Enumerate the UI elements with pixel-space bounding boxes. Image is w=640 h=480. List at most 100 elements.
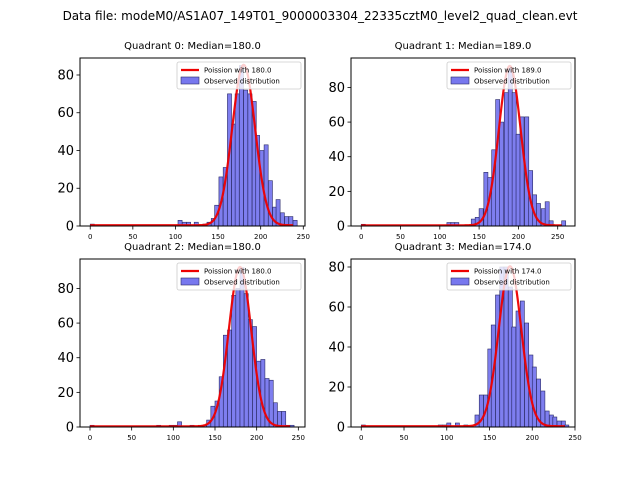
y-tick-label: 40 [328,341,345,356]
x-tick-label: 100 [433,233,446,241]
histogram-bar [483,172,489,227]
x-tick-label: 50 [127,434,136,442]
y-tick-label: 40 [57,351,74,366]
x-tick-label: 250 [551,233,564,241]
x-tick-label: 250 [568,434,581,442]
subplot-quadrant-1: Quadrant 1: Median=189.0 0 20 40 60 80 0 50 100 1… [328,41,576,241]
legend-bar-swatch [180,277,200,286]
histogram-bar [544,201,550,227]
poisson-curve [361,64,562,227]
figure-suptitle: Data file: modeM0/AS1A07_149T01_90000033… [63,9,578,23]
y-tick-label: 0 [66,421,74,436]
histogram-bar [281,411,287,428]
legend-label-observed: Observed distribution [474,279,550,287]
histogram-bar [235,288,241,428]
poisson-curve [361,264,565,428]
x-tick-label: 100 [440,434,453,442]
y-tick-label: 60 [57,106,74,121]
legend-box [176,61,302,90]
histogram-bar [531,366,537,428]
histogram-bar [247,93,253,227]
x-tick-label: 150 [483,434,496,442]
y-tick-label: 60 [328,116,345,131]
y-tick-label: 20 [328,381,345,396]
legend: Poission with 180.0 Observed distribution [176,61,302,90]
histogram-bar [292,220,298,227]
y-tick-label: 80 [57,282,74,297]
x-tick-label: 0 [88,434,92,442]
x-tick-label: 250 [297,233,310,241]
histogram-bar [511,326,517,428]
subplot-quadrant-3: Quadrant 3: Median=174.0 0 20 40 60 80 0 50 100 1… [328,242,581,442]
x-tick-label: 100 [169,233,182,241]
histogram-bar [503,92,509,227]
poisson-curve [90,63,294,227]
histogram-bars [360,68,567,227]
legend-label-observed: Observed distribution [474,78,550,86]
histogram-bar [277,411,282,428]
legend-label-poisson: Poission with 189.0 [474,67,542,75]
histogram-bar [234,93,240,227]
legend-bar-swatch [450,277,470,286]
histogram-bar [515,310,521,428]
legend-label-observed: Observed distribution [204,78,280,86]
histogram-bars [360,266,570,428]
x-tick-label: 50 [396,233,405,241]
y-tick-label: 60 [328,301,345,316]
histogram-bar [260,359,266,428]
x-tick-label: 200 [512,233,525,241]
histogram-bar [273,402,278,428]
legend: Poission with 189.0 Observed distribution [446,61,572,90]
legend-bar-swatch [450,76,470,85]
legend-label-poisson: Poission with 180.0 [204,268,272,276]
legend-label-poisson: Poission with 180.0 [204,67,272,75]
axes-frame [79,57,306,227]
histogram-bar [503,266,509,428]
x-tick-label: 0 [359,434,363,442]
histogram-bar [511,92,517,227]
y-tick-label: 20 [57,182,74,197]
legend-label-poisson: Poission with 174.0 [474,268,542,276]
subplot-title: Quadrant 0: Median=180.0 [124,41,261,52]
x-tick-label: 200 [526,434,539,442]
y-tick-label: 40 [328,150,345,165]
histogram-bar [495,294,500,428]
legend-box [446,262,572,291]
x-tick-label: 200 [254,233,267,241]
histogram-bars [89,267,295,428]
y-tick-label: 80 [57,68,74,83]
histogram-bar [243,89,249,227]
axes-frame [350,57,576,227]
histogram-bar [243,293,249,428]
y-tick-label: 40 [57,144,74,159]
legend-box [176,262,302,291]
histogram-bar [561,220,567,227]
x-tick-label: 150 [472,233,485,241]
x-tick-label: 200 [250,434,263,442]
subplot-title: Quadrant 3: Median=174.0 [395,242,532,253]
y-tick-label: 60 [57,317,74,332]
x-tick-label: 150 [211,233,224,241]
x-tick-label: 250 [292,434,305,442]
legend-label-observed: Observed distribution [204,279,280,287]
histogram-bar [239,267,245,428]
histogram-bar [515,133,521,227]
y-tick-label: 20 [328,185,345,200]
histogram-bar [507,68,513,227]
subplot-title: Quadrant 1: Median=189.0 [395,41,532,52]
y-tick-label: 0 [337,421,345,436]
subplot-quadrant-0: Quadrant 0: Median=180.0 0 20 40 60 80 0 50 100 1… [57,41,310,241]
histogram-bar [499,121,504,227]
x-tick-label: 0 [359,233,363,241]
axes-frame [79,258,306,428]
axes-frame [350,258,576,428]
legend: Poission with 174.0 Observed distribution [446,262,572,291]
x-tick-label: 0 [88,233,92,241]
x-tick-label: 150 [208,434,221,442]
y-tick-label: 0 [337,220,345,235]
x-tick-label: 100 [167,434,180,442]
legend-box [446,61,572,90]
y-tick-label: 20 [57,386,74,401]
legend: Poission with 180.0 Observed distribution [176,262,302,291]
